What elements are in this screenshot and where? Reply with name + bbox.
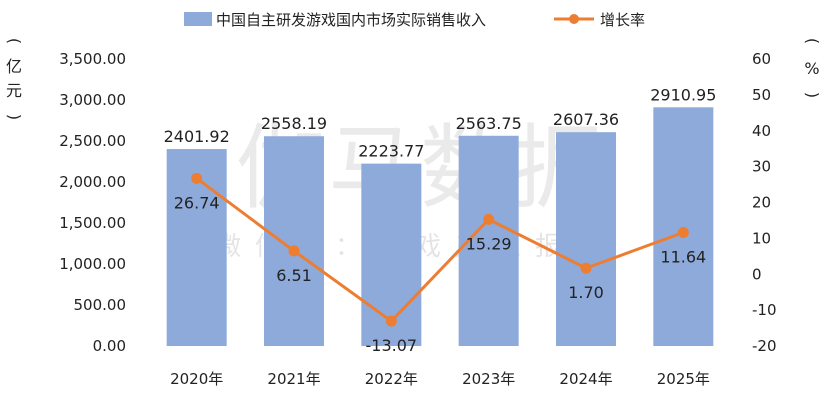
right-tick-label: 30 <box>752 158 771 176</box>
right-tick-label: 0 <box>752 265 762 283</box>
growth-labels: 26.74 6.51 -13.07 15.29 1.70 11.64 <box>174 193 706 355</box>
right-tick-label: 40 <box>752 122 771 140</box>
left-tick-label: 500.00 <box>74 296 127 314</box>
growth-data-label: 1.70 <box>568 283 604 302</box>
left-unit-char: 亿 <box>6 57 22 76</box>
growth-point <box>580 262 592 274</box>
growth-line <box>195 177 684 323</box>
growth-point <box>677 226 689 238</box>
x-tick-label: 2025年 <box>657 370 710 388</box>
left-tick-label: 1,500.00 <box>59 214 126 232</box>
legend-label-growth: 增长率 <box>600 11 645 29</box>
growth-point <box>288 245 300 257</box>
growth-point <box>483 213 495 225</box>
revenue-labels: 2401.92 2558.19 2223.77 2563.75 2607.36 2910.… <box>164 85 717 160</box>
left-tick-label: 1,000.00 <box>59 255 126 273</box>
x-axis-ticks: 2020年 2021年 2022年 2023年 2024年 2025年 <box>170 370 710 388</box>
right-tick-label: 50 <box>752 86 771 104</box>
revenue-data-label: 2910.95 <box>650 85 716 104</box>
legend-swatch-revenue <box>184 12 212 26</box>
right-tick-label: 20 <box>752 194 771 212</box>
growth-line-layer <box>191 172 689 327</box>
legend: 中国自主研发游戏国内市场实际销售收入 增长率 <box>184 11 645 29</box>
left-tick-label: 2,500.00 <box>59 132 126 150</box>
left-tick-label: 3,500.00 <box>59 50 126 68</box>
revenue-data-label: 2558.19 <box>261 114 327 133</box>
right-tick-label: -20 <box>752 337 777 355</box>
revenue-bar <box>653 107 714 347</box>
left-axis-unit: ( 亿元) <box>5 38 24 120</box>
left-tick-label: 2,000.00 <box>59 173 126 191</box>
left-unit-char: ) <box>5 114 24 120</box>
growth-data-label: 6.51 <box>276 266 312 285</box>
right-tick-label: -10 <box>752 301 777 319</box>
left-unit-char: ( <box>5 38 24 44</box>
right-unit-char: ( <box>803 38 822 44</box>
x-tick-label: 2020年 <box>170 370 223 388</box>
growth-point <box>385 315 397 327</box>
left-tick-label: 0.00 <box>93 337 126 355</box>
right-axis-ticks: -20 -10 0 10 20 30 40 50 60 <box>752 50 777 355</box>
revenue-data-label: 2607.36 <box>553 110 619 129</box>
left-unit-char: 元 <box>6 81 22 100</box>
revenue-data-label: 2223.77 <box>358 142 424 161</box>
left-axis-ticks: 0.00 500.00 1,000.00 1,500.00 2,000.00 2,500.… <box>59 50 126 355</box>
revenue-bar <box>361 163 422 346</box>
right-axis-unit: (%) <box>803 38 822 98</box>
legend-label-revenue: 中国自主研发游戏国内市场实际销售收入 <box>216 11 486 29</box>
growth-data-label: 26.74 <box>174 193 220 212</box>
revenue-data-label: 2401.92 <box>164 127 230 146</box>
revenue-data-label: 2563.75 <box>456 114 522 133</box>
right-unit-char: % <box>804 59 819 78</box>
growth-point <box>191 172 203 184</box>
right-tick-label: 60 <box>752 50 771 68</box>
revenue-bars <box>166 107 714 347</box>
x-tick-label: 2023年 <box>462 370 515 388</box>
growth-data-label: 15.29 <box>466 234 512 253</box>
right-unit-char: ) <box>803 92 822 98</box>
x-tick-label: 2024年 <box>559 370 612 388</box>
x-tick-label: 2021年 <box>267 370 320 388</box>
revenue-bar <box>264 136 324 346</box>
revenue-bar <box>556 132 616 346</box>
x-tick-label: 2022年 <box>365 370 418 388</box>
growth-data-label: 11.64 <box>660 247 706 266</box>
legend-marker-growth <box>569 14 579 24</box>
left-tick-label: 3,000.00 <box>59 91 126 109</box>
right-tick-label: 10 <box>752 229 771 247</box>
growth-data-label: -13.07 <box>366 336 418 355</box>
